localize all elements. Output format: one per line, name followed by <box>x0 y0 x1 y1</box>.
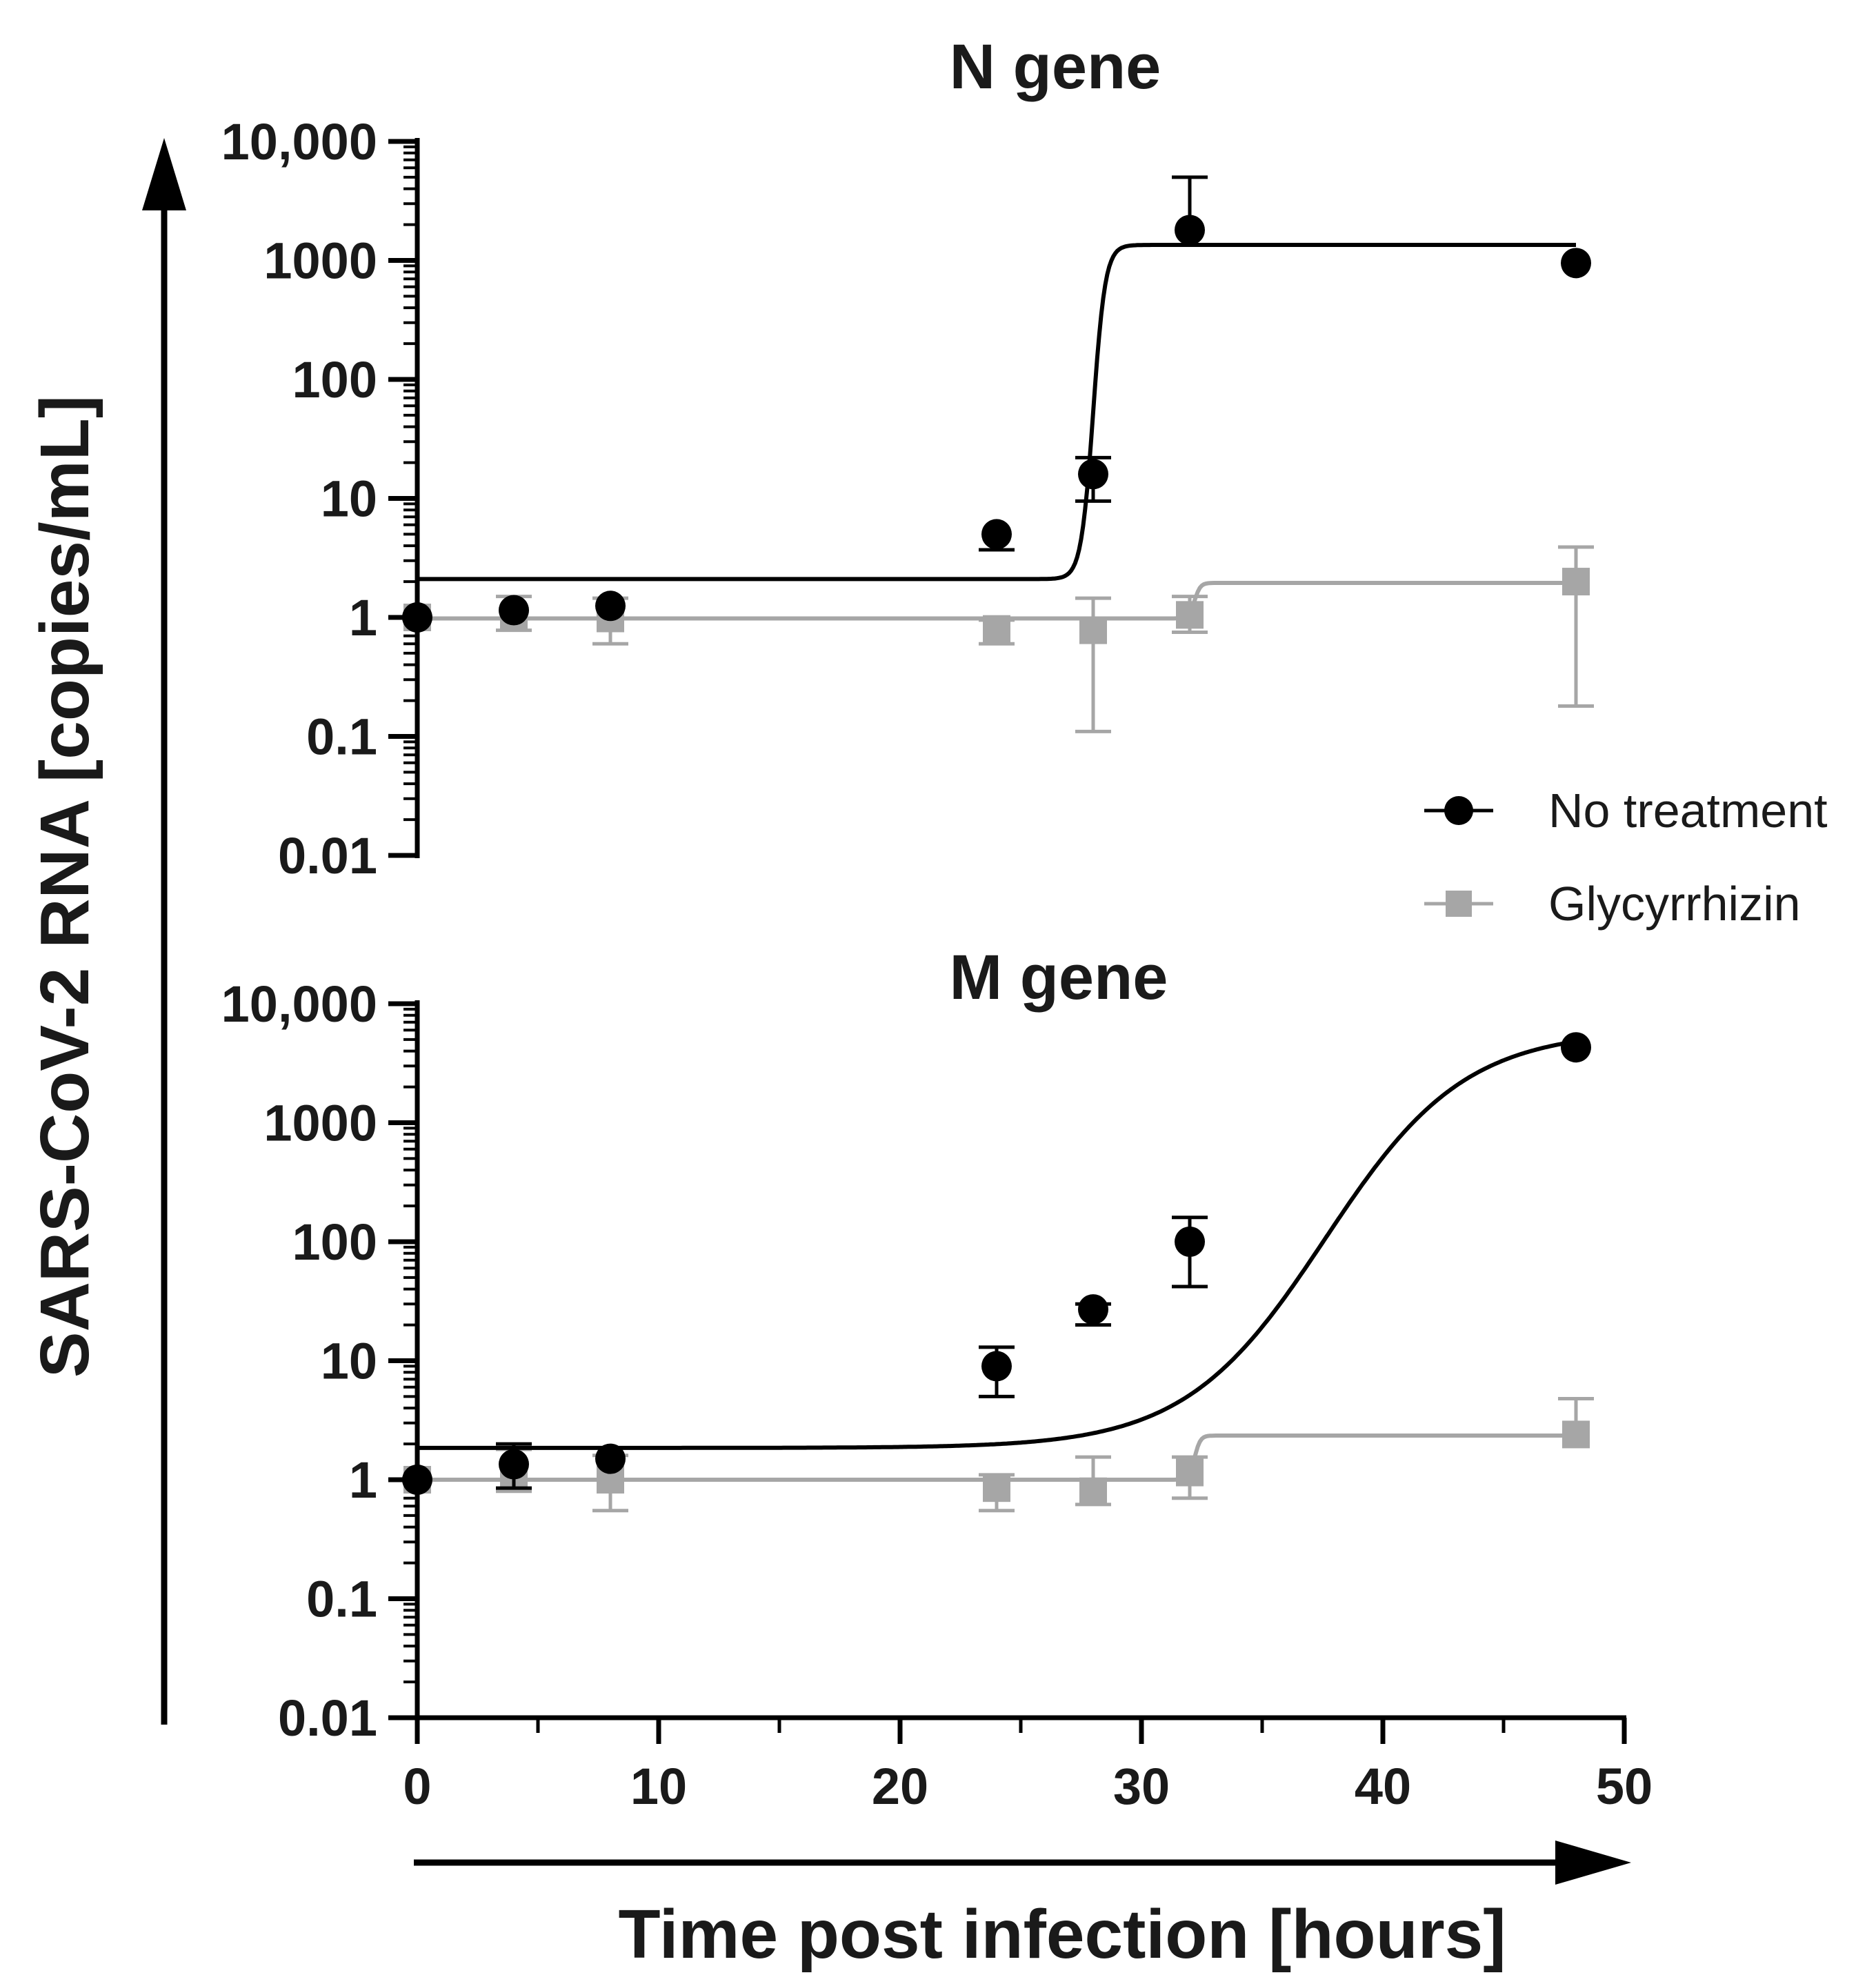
n-gene-point-no-treatment <box>1078 459 1108 490</box>
n-gene-point-glycyrrhizin <box>983 615 1010 643</box>
x-tick-label: 30 <box>1113 1758 1170 1815</box>
m-gene-point-glycyrrhizin <box>1176 1458 1204 1487</box>
legend-square-marker <box>1446 891 1472 917</box>
m-gene-point-glycyrrhizin <box>1079 1477 1107 1505</box>
n-gene-point-glycyrrhizin <box>1079 616 1107 644</box>
y-axis-title: SARS-CoV-2 RNA [copies/mL] <box>26 395 103 1378</box>
legend-label-glycyrrhizin: Glycyrrhizin <box>1548 877 1801 931</box>
n-gene-point-no-treatment <box>595 591 626 622</box>
n-gene-point-glycyrrhizin <box>1562 568 1590 596</box>
n-gene-y-tick-label: 100 <box>292 351 377 408</box>
x-tick-label: 10 <box>630 1758 687 1815</box>
m-gene-y-tick-label: 10 <box>321 1333 377 1390</box>
legend-entry-no-treatment: No treatment <box>1424 784 1828 837</box>
n-gene-point-no-treatment <box>1175 215 1205 246</box>
y-axis-arrow <box>142 138 186 1725</box>
m-gene-point-no-treatment <box>1561 1032 1591 1063</box>
x-tick-label: 50 <box>1596 1758 1653 1815</box>
m-gene-y-tick-label: 1 <box>349 1451 377 1509</box>
x-tick-label: 0 <box>403 1758 431 1815</box>
m-gene-point-no-treatment <box>499 1449 529 1480</box>
x-tick-label: 20 <box>872 1758 928 1815</box>
m-gene-y-tick-label: 1000 <box>263 1095 377 1152</box>
legend-label-no-treatment: No treatment <box>1548 784 1828 837</box>
n-gene-point-no-treatment <box>981 519 1012 550</box>
m-gene-y-tick-label: 0.1 <box>306 1571 377 1628</box>
n-gene-y-tick-label: 10 <box>321 470 377 528</box>
n-gene-y-tick-label: 1 <box>349 589 377 646</box>
n-gene-point-glycyrrhizin <box>1176 601 1204 629</box>
legend: No treatment Glycyrrhizin <box>1424 784 1828 931</box>
n-gene-point-no-treatment <box>499 595 529 626</box>
m-gene-y-tick-label: 10,000 <box>221 975 377 1033</box>
x-tick-label: 40 <box>1355 1758 1411 1815</box>
n-gene-title: N gene <box>950 32 1161 102</box>
m-gene-point-no-treatment <box>1175 1227 1205 1257</box>
m-gene-plot: 10,000 1000 100 10 1 0.1 0.01 0 10 20 30 40 50 <box>221 975 1653 1815</box>
m-gene-point-no-treatment <box>981 1351 1012 1382</box>
n-gene-point-no-treatment <box>1561 248 1591 279</box>
n-gene-y-tick-label: 10,000 <box>221 113 377 170</box>
m-gene-y-tick-label: 100 <box>292 1213 377 1271</box>
n-gene-y-tick-label: 1000 <box>263 232 377 290</box>
n-gene-fit-curve-no-treatment <box>417 243 1576 582</box>
m-gene-point-no-treatment <box>402 1465 432 1495</box>
m-gene-title: M gene <box>950 942 1168 1013</box>
n-gene-plot: 10,000 1000 100 10 1 0.1 0.01 <box>221 113 1594 884</box>
m-gene-point-no-treatment <box>1078 1294 1108 1325</box>
n-gene-y-tick-label: 0.1 <box>306 708 377 766</box>
m-gene-point-no-treatment <box>595 1443 626 1474</box>
m-gene-point-glycyrrhizin <box>983 1474 1010 1502</box>
m-gene-point-glycyrrhizin <box>1562 1420 1590 1449</box>
m-gene-y-tick-label: 0.01 <box>278 1689 377 1747</box>
legend-circle-marker <box>1444 796 1473 825</box>
x-axis-title: Time post infection [hours] <box>618 1896 1506 1973</box>
n-gene-y-tick-label: 0.01 <box>278 827 377 884</box>
n-gene-point-no-treatment <box>402 602 432 633</box>
legend-entry-glycyrrhizin: Glycyrrhizin <box>1424 877 1801 931</box>
x-axis-arrow <box>414 1841 1631 1885</box>
